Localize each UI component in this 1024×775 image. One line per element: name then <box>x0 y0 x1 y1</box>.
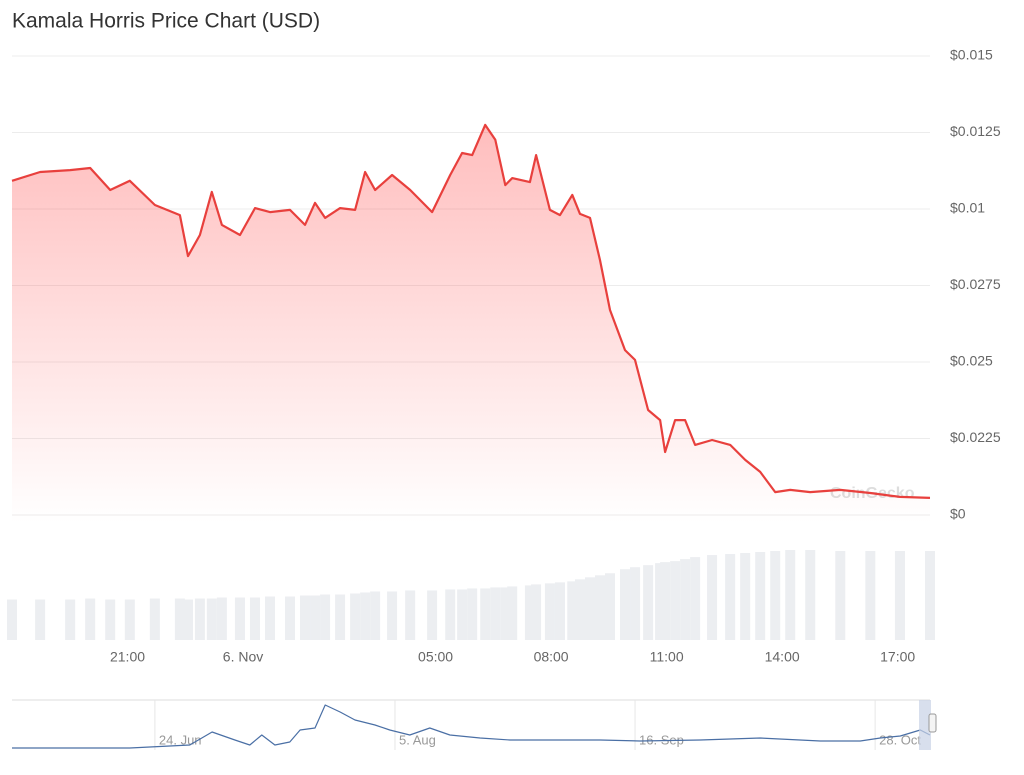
volume-bar <box>655 563 666 640</box>
volume-bar <box>234 597 245 640</box>
volume-bar <box>105 599 116 640</box>
volume-bar <box>524 585 535 640</box>
x-tick-label: 6. Nov <box>223 649 263 665</box>
volume-bar <box>370 591 381 640</box>
price-line <box>12 704 931 749</box>
volume-bar <box>335 594 346 640</box>
volume-bar <box>35 599 46 640</box>
volume-bar <box>544 583 555 640</box>
volume-bar <box>554 582 565 640</box>
volume-bar <box>124 599 135 640</box>
volume-bar <box>605 573 616 640</box>
x-tick-label: 08:00 <box>534 649 569 665</box>
volume-bar <box>755 552 766 640</box>
volume-bar <box>182 599 193 640</box>
volume-bar <box>643 565 654 640</box>
volume-bar <box>65 599 76 640</box>
y-tick-label: $0.015 <box>950 47 993 63</box>
y-tick-label: $0.025 <box>950 353 993 369</box>
y-tick-label: $0.0225 <box>950 429 1001 445</box>
volume-bar <box>925 551 935 640</box>
price-line <box>11 123 931 499</box>
y-tick-label: $0.0275 <box>950 276 1001 292</box>
y-tick-label: $0.01 <box>950 200 985 216</box>
volume-bar <box>894 551 905 640</box>
volume-bar <box>574 579 585 640</box>
volume-bar <box>249 597 260 640</box>
y-tick-label: $0 <box>950 506 966 522</box>
volume-bar <box>85 598 96 640</box>
volume-bar <box>7 599 17 640</box>
volume-bar <box>707 555 718 640</box>
volume-bar <box>480 588 491 640</box>
volume-bar <box>360 592 371 640</box>
volume-bar <box>865 551 876 640</box>
volume-bar <box>457 589 468 640</box>
volume-bar <box>770 551 781 640</box>
volume-bar <box>194 598 205 640</box>
volume-bar <box>206 598 217 640</box>
chart-title: Kamala Horris Price Chart (USD) <box>12 10 320 33</box>
navigator-handle <box>919 700 931 750</box>
volume-bar <box>567 581 578 640</box>
x-tick-label: 05:00 <box>418 649 453 665</box>
x-tick-label: 17:00 <box>880 649 915 665</box>
volume-bar <box>531 584 542 640</box>
volume-bar <box>660 562 671 640</box>
volume-bar <box>785 550 796 640</box>
volume-bar <box>500 587 511 640</box>
navigator-label: 28. Oct <box>879 732 921 747</box>
volume-bar <box>630 567 641 640</box>
volume-bar <box>680 559 691 640</box>
x-tick-label: 11:00 <box>650 649 684 665</box>
volume-bar <box>427 590 438 640</box>
volume-bar <box>584 577 595 640</box>
volume-bar <box>445 589 456 640</box>
volume-bar <box>320 594 331 640</box>
volume-bar <box>387 591 398 640</box>
volume-bar <box>467 588 478 640</box>
volume-bar <box>507 586 518 640</box>
navigator-grip[interactable] <box>928 713 937 733</box>
volume-bar <box>490 587 501 640</box>
volume-bar <box>835 551 846 640</box>
volume-bar <box>310 595 321 640</box>
volume-bar <box>690 557 701 640</box>
price-area <box>12 124 930 524</box>
x-tick-label: 14:00 <box>765 649 800 665</box>
navigator-label: 5. Aug <box>399 732 436 747</box>
volume-bar <box>285 596 296 640</box>
volume-bar <box>174 598 185 640</box>
volume-bar <box>300 595 311 640</box>
volume-bar <box>740 553 751 640</box>
volume-bar <box>725 554 736 640</box>
navigator-label: 16. Sep <box>639 732 684 747</box>
volume-bar <box>405 590 416 640</box>
volume-bar <box>594 575 605 640</box>
volume-bar <box>670 561 681 640</box>
volume-bar <box>264 596 275 640</box>
x-tick-label: 21:00 <box>110 649 145 665</box>
volume-bar <box>350 593 361 640</box>
y-tick-label: $0.0125 <box>950 123 1001 139</box>
volume-bar <box>149 598 160 640</box>
volume-bar <box>620 569 631 640</box>
volume-bar <box>805 550 816 640</box>
volume-bar <box>216 597 227 640</box>
